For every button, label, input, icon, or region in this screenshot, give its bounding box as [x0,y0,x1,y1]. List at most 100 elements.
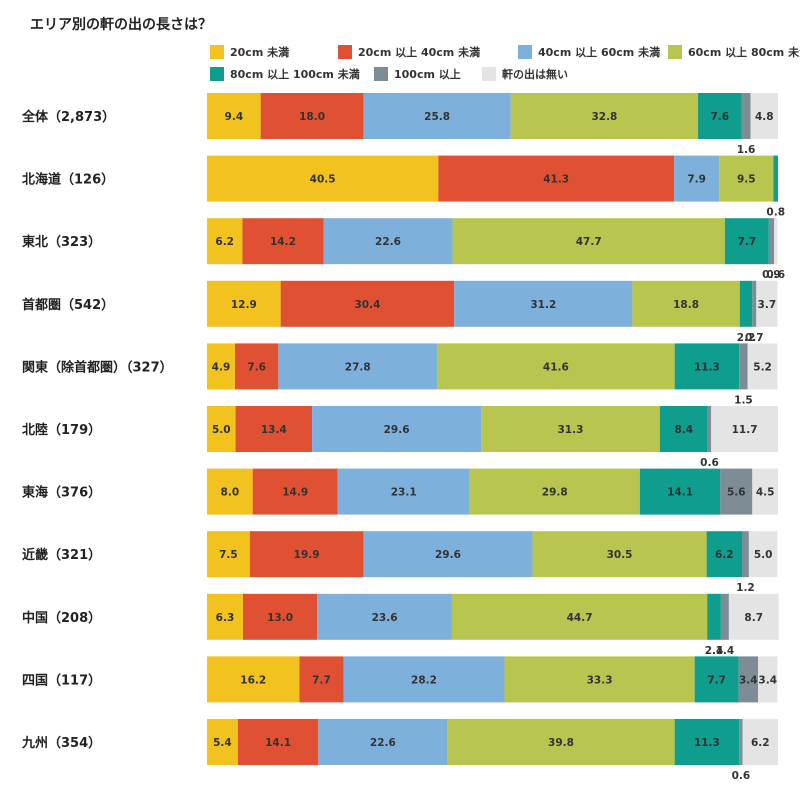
data-label: 14.1 [667,487,693,499]
data-label: 2.2 [737,332,756,344]
data-label: 4.9 [212,361,231,373]
data-label: 22.6 [370,737,396,749]
bar-segment [207,218,243,265]
data-label: 8.7 [744,612,763,624]
data-label: 7.6 [247,361,266,373]
data-label: 7.7 [707,674,726,686]
bar-segment [748,531,778,578]
legend-swatch [210,67,224,81]
bar-segment [235,406,313,452]
data-label: 11.3 [694,361,720,373]
bar-segment [739,719,743,765]
category-label: 北海道（126） [22,172,114,188]
data-label: 3.4 [739,674,758,686]
category-label: 中国（208） [22,610,101,626]
data-label: 29.6 [435,549,461,561]
bar-segment [452,218,725,265]
data-label: 4.5 [756,487,775,499]
data-label: 13.4 [261,424,287,436]
data-label: 39.8 [548,737,574,749]
legend-swatch [210,45,224,59]
data-label: 12.9 [231,299,257,311]
category-label: 関東（除首都圏）（327） [22,359,173,375]
bar-segment [532,531,707,578]
data-label: 29.6 [384,424,410,436]
category-label: 東海（376） [22,485,101,501]
bar-segment [741,93,751,139]
data-label: 9.5 [737,174,756,186]
data-label: 6.2 [751,737,770,749]
category-label: 近畿（321） [22,547,101,563]
data-label: 0.9 [762,269,781,281]
data-label: 0.7 [745,332,764,344]
data-label: 3.4 [758,674,777,686]
data-label: 41.3 [543,174,569,186]
bar-segment [207,719,238,765]
bar-segment [363,93,511,139]
legend-swatch [482,67,496,81]
data-label: 5.4 [213,737,232,749]
bar-segment [752,280,757,327]
bar-segment [756,280,778,327]
bar-segment [739,280,753,327]
category-label: 全体（2,873） [21,109,115,125]
bar-segment [234,343,279,390]
bar-segment [280,280,455,327]
data-label: 47.7 [576,236,602,248]
bar-segment [207,155,439,202]
data-label: 29.8 [542,487,568,499]
bar-segment [738,656,759,703]
data-label: 2.4 [705,645,724,657]
bar-segment [207,406,236,452]
category-label: 四国（117） [22,672,101,688]
data-label: 19.9 [294,549,320,561]
bar-segment [469,468,640,515]
bar-segment [504,656,695,703]
data-label: 41.6 [543,361,569,373]
bar-segment [481,406,660,452]
data-label: 31.3 [557,424,583,436]
data-label: 14.1 [265,737,291,749]
bar-segment [343,656,505,703]
data-label: 5.0 [212,424,231,436]
data-label: 7.9 [687,174,706,186]
data-label: 1.6 [737,144,756,156]
data-label: 1.2 [736,582,755,594]
bar-segment [711,406,778,452]
data-label: 4.8 [755,111,774,123]
bar-segment [752,468,778,515]
bar-segment [720,468,753,515]
legend-label: 20cm 未満 [230,45,289,59]
data-label: 18.8 [673,299,699,311]
data-label: 30.5 [607,549,633,561]
bar-segment [278,343,438,390]
data-label: 14.9 [282,487,308,499]
legend-label: 100cm 以上 [394,67,461,81]
data-label: 8.0 [221,487,240,499]
category-label: 北陸（179） [22,422,101,438]
legend-label: 軒の出は無い [502,67,568,81]
data-label: 44.7 [567,612,593,624]
bar-segment [260,93,364,139]
bar-segment [750,93,778,139]
data-label: 13.0 [267,612,293,624]
bar-segment [707,593,721,640]
category-label: 東北（323） [22,234,101,250]
bar-segment [207,280,281,327]
data-label: 9.4 [225,111,244,123]
bar-segment [438,155,675,202]
data-label: 23.6 [372,612,398,624]
data-label: 3.7 [758,299,777,311]
data-label: 6.3 [216,612,235,624]
bar-segment [728,593,779,640]
data-label: 7.5 [219,549,238,561]
data-label: 30.4 [354,299,380,311]
data-label: 11.7 [732,424,758,436]
bar-segment [242,218,324,265]
bar-segment [437,343,675,390]
data-label: 6.2 [715,549,734,561]
data-label: 18.0 [299,111,325,123]
bar-segment [719,155,774,202]
bar-segment [724,218,769,265]
